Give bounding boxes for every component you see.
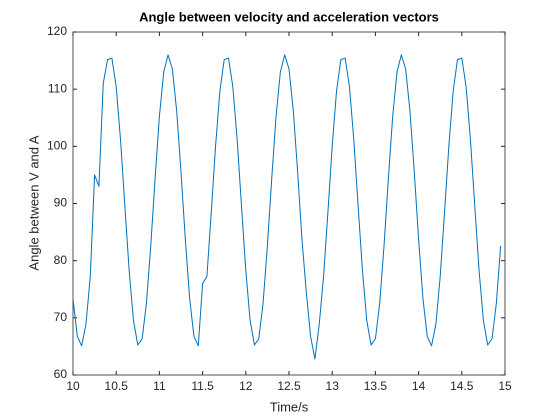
x-axis-label: Time/s bbox=[270, 399, 309, 414]
plot-area bbox=[72, 31, 506, 376]
y-tick-label: 100 bbox=[47, 139, 67, 153]
y-axis-label: Angle between V and A bbox=[26, 135, 41, 270]
x-tick-label: 14 bbox=[412, 379, 426, 393]
y-tick-label: 80 bbox=[54, 253, 68, 267]
y-tick-label: 90 bbox=[54, 196, 68, 210]
x-tick-label: 13.5 bbox=[364, 379, 388, 393]
x-tick-label: 12.5 bbox=[277, 379, 301, 393]
y-tick-label: 60 bbox=[54, 367, 68, 381]
y-tick-label: 110 bbox=[48, 81, 67, 95]
x-tick-label: 10.5 bbox=[105, 379, 129, 393]
y-tick-label: 120 bbox=[47, 24, 67, 38]
chart-title: Angle between velocity and acceleration … bbox=[139, 9, 439, 24]
y-tick-label: 70 bbox=[54, 310, 68, 324]
x-tick-label: 10 bbox=[66, 379, 80, 393]
x-tick-label: 11.5 bbox=[191, 379, 214, 393]
x-tick-label: 15 bbox=[498, 379, 512, 393]
x-tick-label: 13 bbox=[326, 379, 340, 393]
x-tick-label: 12 bbox=[239, 379, 253, 393]
x-tick-label: 14.5 bbox=[450, 379, 474, 393]
x-tick-label: 11 bbox=[153, 379, 166, 393]
data-line bbox=[72, 54, 502, 360]
